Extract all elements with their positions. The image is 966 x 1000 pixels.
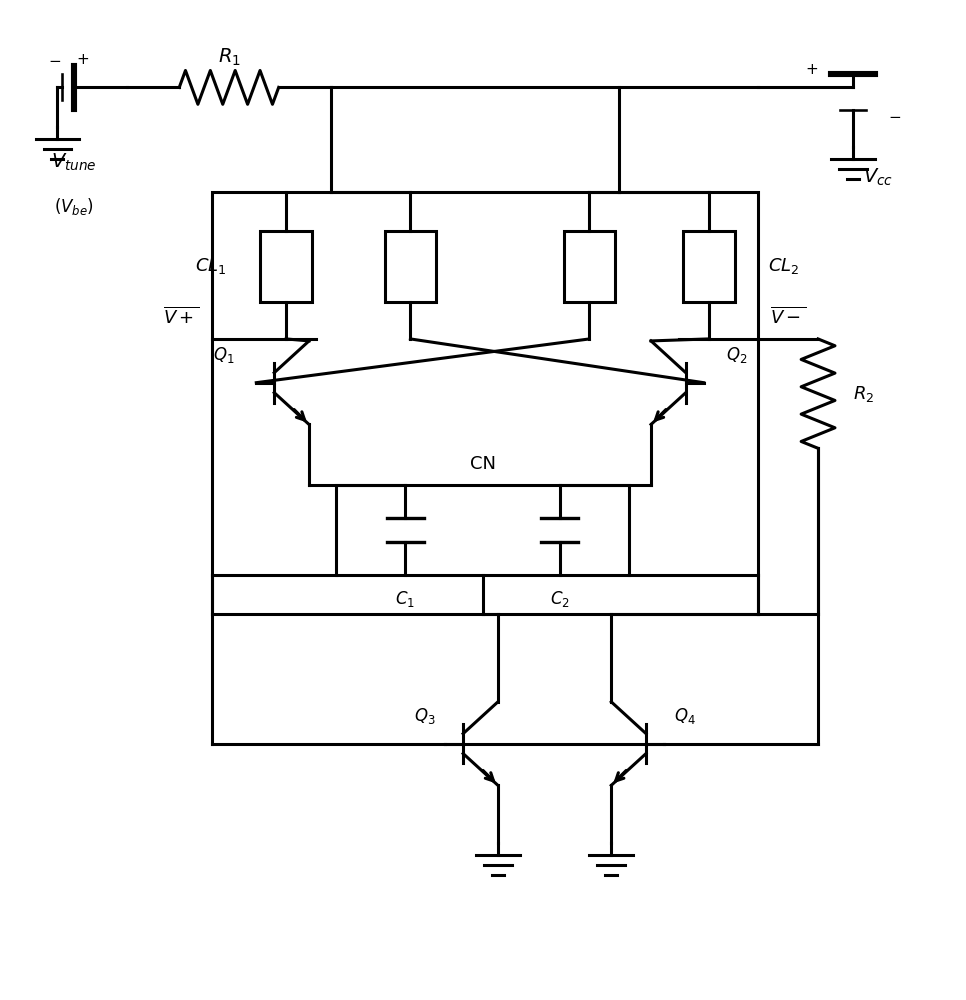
Text: $-$: $-$ — [888, 108, 901, 123]
Text: $\overline{V-}$: $\overline{V-}$ — [770, 306, 807, 327]
Text: $Q_1$: $Q_1$ — [213, 345, 235, 365]
Bar — [384, 231, 437, 302]
Bar — [563, 231, 615, 302]
Text: $\overline{V+}$: $\overline{V+}$ — [163, 306, 200, 327]
Text: $CL_2$: $CL_2$ — [768, 256, 800, 276]
Text: $R_2$: $R_2$ — [853, 384, 874, 404]
Text: $Q_4$: $Q_4$ — [674, 706, 696, 726]
Text: $V_{tune}$: $V_{tune}$ — [51, 151, 98, 173]
Text: $R_1$: $R_1$ — [217, 47, 241, 68]
Text: $C_2$: $C_2$ — [550, 589, 570, 609]
Text: $-$: $-$ — [48, 52, 61, 67]
Text: $(V_{be})$: $(V_{be})$ — [54, 196, 95, 217]
Bar — [212, 192, 758, 614]
Text: $V_{cc}$: $V_{cc}$ — [863, 166, 893, 188]
Text: CN: CN — [469, 455, 496, 473]
Text: $+$: $+$ — [805, 62, 818, 77]
Text: $CL_1$: $CL_1$ — [195, 256, 226, 276]
Bar — [683, 231, 734, 302]
Text: $Q_2$: $Q_2$ — [725, 345, 747, 365]
Text: $C_1$: $C_1$ — [395, 589, 415, 609]
Bar — [260, 231, 312, 302]
Text: $+$: $+$ — [75, 52, 89, 67]
Text: $Q_3$: $Q_3$ — [413, 706, 436, 726]
Bar — [336, 485, 629, 575]
